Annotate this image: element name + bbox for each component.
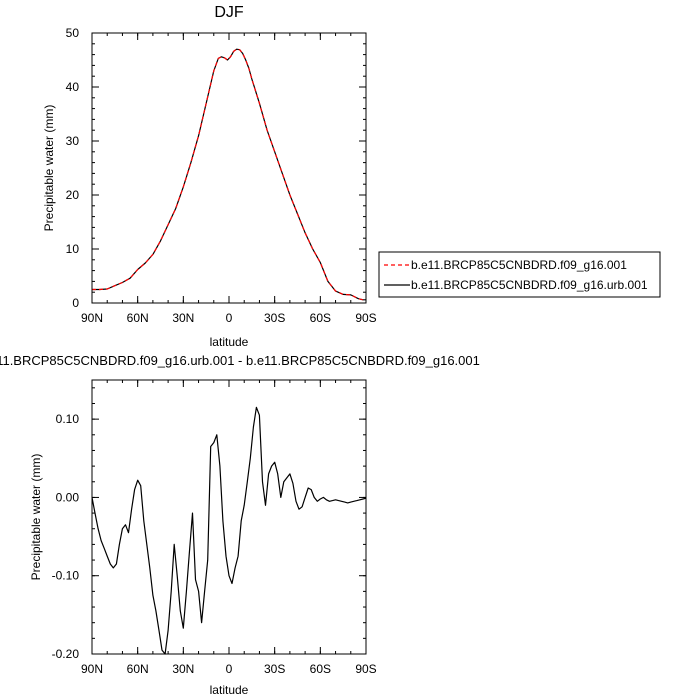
bottom-series-lines [91,406,367,655]
top-y-tick-label: 10 [66,242,80,256]
legend-label-series-2: b.e11.BRCP85C5CNBDRD.f09_g16.urb.001 [411,278,648,292]
bottom-x-tick-label: 90S [355,662,376,676]
top-plot-frame [91,32,367,304]
bottom-y-axis-label: Precipitable water (mm) [29,454,43,581]
top-series-line-1 [92,48,366,301]
top-series-lines [92,48,366,301]
top-x-tick-label: 0 [226,311,233,325]
top-x-tick-label: 60S [310,311,331,325]
bottom-y-tick-label: -0.10 [52,569,80,583]
bottom-title: b.e11.BRCP85C5CNBDRD.f09_g16.urb.001 - b… [0,353,480,368]
bottom-x-tick-label: 60S [310,662,331,676]
top-y-tick-label: 20 [66,188,80,202]
bottom-y-tick-label: 0.10 [56,412,80,426]
top-y-tick-label: 0 [72,296,79,310]
top-x-axis-label: latitude [210,335,249,349]
top-y-axis-label: Precipitable water (mm) [42,105,56,232]
top-y-tick-label: 30 [66,134,80,148]
legend-label-series-1: b.e11.BRCP85C5CNBDRD.f09_g16.001 [411,258,627,272]
bottom-y-tick-label: -0.20 [52,647,80,661]
top-title: DJF [214,4,244,21]
bottom-x-tick-label: 60N [127,662,149,676]
top-x-tick-label: 30S [264,311,285,325]
bottom-x-tick-label: 30S [264,662,285,676]
bottom-series-line-1 [91,406,367,655]
bottom-x-tick-label: 90N [81,662,103,676]
bottom-x-axis-label: latitude [210,683,249,697]
top-x-tick-label: 90N [81,311,103,325]
top-panel: DJF 90N 60N 30N 0 30S 60S 90S 0 10 20 30 40 50 latit… [42,4,377,349]
bottom-x-tick-label: 30N [172,662,194,676]
legend-box [378,251,661,298]
top-x-tick-label: 30N [172,311,194,325]
top-series-line-2 [92,48,366,301]
bottom-plot-frame [91,379,367,655]
bottom-panel: b.e11.BRCP85C5CNBDRD.f09_g16.urb.001 - b… [0,353,480,697]
bottom-y-tick-label: 0.00 [56,490,80,504]
top-y-tick-label: 50 [66,26,80,40]
top-x-tick-label: 90S [355,311,376,325]
legend: b.e11.BRCP85C5CNBDRD.f09_g16.001 b.e11.B… [378,251,661,298]
top-x-tick-label: 60N [127,311,149,325]
bottom-axis-ticks: 90N 60N 30N 0 30S 60S 90S -0.20 -0.10 0.00 0.10 [52,380,377,676]
top-axis-ticks: 90N 60N 30N 0 30S 60S 90S 0 10 20 30 40 50 [66,26,377,325]
bottom-x-tick-label: 0 [226,662,233,676]
top-y-tick-label: 40 [66,80,80,94]
